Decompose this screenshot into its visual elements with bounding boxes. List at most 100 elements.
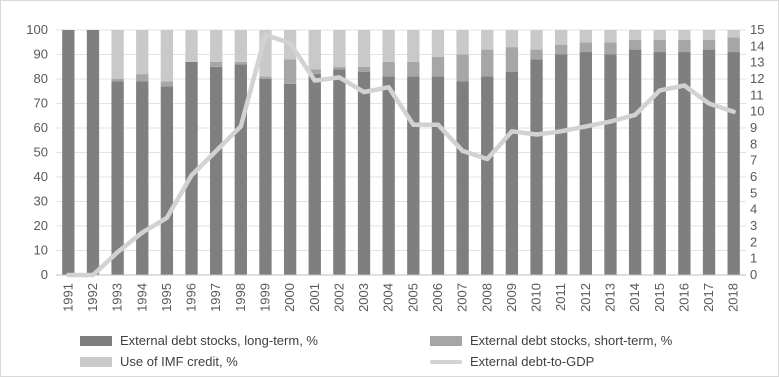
bar-segment-short-term (382, 61, 395, 77)
legend-label-short-term: External debt stocks, short-term, % (470, 333, 673, 348)
y-right-tick-label: 13 (750, 55, 764, 70)
x-tick-label: 2011 (553, 283, 568, 311)
x-tick-label: 1992 (85, 283, 100, 312)
bar-segment-imf-credit (579, 30, 592, 43)
y-right-tick-label: 1 (750, 251, 757, 266)
bar-segment-short-term (234, 61, 247, 65)
x-tick-label: 1991 (60, 283, 75, 312)
bar-segment-long-term (456, 81, 469, 275)
bar-segment-long-term (234, 64, 247, 275)
bar-segment-short-term (210, 61, 223, 67)
legend-swatch-long-term (80, 335, 112, 346)
bar-segment-imf-credit (628, 30, 642, 40)
y-left-tick-label: 0 (41, 267, 48, 282)
legend-label-imf-credit: Use of IMF credit, % (120, 354, 238, 369)
y-left-tick-label: 10 (34, 243, 48, 258)
bar-segment-short-term (407, 61, 420, 77)
bar-segment-long-term (357, 71, 371, 276)
bar-segment-short-term (628, 39, 642, 50)
x-tick-label: 2013 (602, 283, 617, 312)
chart-legend: External debt stocks, long-term, % Exter… (60, 333, 760, 373)
x-tick-label: 2000 (282, 283, 297, 312)
bar-segment-short-term (505, 47, 519, 72)
x-tick-label: 2006 (430, 283, 445, 312)
bar-segment-imf-credit (505, 30, 519, 48)
bar-segment-short-term (111, 79, 124, 82)
x-tick-label: 2007 (455, 283, 470, 312)
bar-segment-long-term (628, 49, 642, 275)
legend-swatch-debt-to-gdp (430, 359, 462, 364)
bar-segment-long-term (283, 83, 297, 276)
bar-segment-long-term (407, 76, 420, 275)
legend-item-short-term: External debt stocks, short-term, % (430, 333, 672, 348)
x-tick-label: 2002 (331, 283, 346, 312)
bar-segment-long-term (86, 30, 100, 275)
y-right-tick-label: 5 (750, 185, 757, 200)
bar-segment-short-term (259, 76, 272, 79)
bar-segment-imf-credit (456, 30, 469, 55)
bar-segment-long-term (333, 69, 346, 275)
bar-segment-long-term (136, 81, 149, 275)
bar-segment-imf-credit (308, 30, 321, 70)
bar-segment-long-term (259, 79, 272, 275)
bar-segment-short-term (530, 49, 543, 60)
bar-segment-short-term (604, 42, 617, 55)
legend-swatch-short-term (430, 335, 462, 346)
bar-segment-long-term (160, 86, 174, 275)
bar-segment-imf-credit (210, 30, 223, 62)
y-left-tick-label: 70 (34, 96, 48, 111)
bar-segment-imf-credit (407, 30, 420, 62)
bar-segment-long-term (308, 74, 321, 275)
x-tick-label: 2010 (529, 283, 544, 312)
x-tick-label: 1998 (233, 283, 248, 312)
x-tick-label: 1999 (257, 283, 272, 312)
bar-segment-imf-credit (136, 30, 149, 75)
y-left-tick-label: 80 (34, 71, 48, 86)
y-right-tick-label: 11 (750, 87, 764, 102)
bar-segment-long-term (185, 61, 198, 275)
y-right-tick-label: 6 (750, 169, 757, 184)
bar-segment-long-term (678, 52, 691, 275)
bar-segment-long-term (727, 52, 740, 275)
bar-segment-short-term (727, 37, 740, 53)
bar-segment-short-term (678, 39, 691, 53)
bar-segment-long-term (702, 49, 716, 275)
debt-to-gdp-line (66, 32, 736, 278)
x-tick-label: 2005 (405, 283, 420, 312)
x-tick-label: 2003 (356, 283, 371, 312)
bar-segment-short-term (481, 49, 494, 77)
x-tick-label: 2018 (726, 283, 741, 312)
y-right-tick-label: 3 (750, 218, 757, 233)
x-tick-label: 2001 (307, 283, 322, 312)
bar-segment-long-term (382, 76, 395, 275)
legend-item-debt-to-gdp: External debt-to-GDP (430, 354, 594, 369)
y-left-tick-label: 40 (34, 169, 48, 184)
bar-segment-short-term (431, 56, 445, 77)
y-right-tick-label: 15 (750, 22, 764, 37)
x-tick-label: 2008 (479, 283, 494, 312)
x-tick-label: 2009 (504, 283, 519, 312)
bar-segment-long-term (604, 54, 617, 275)
legend-swatch-imf-credit (80, 356, 112, 367)
bar-segment-short-term (702, 39, 716, 50)
x-tick-label: 1993 (110, 283, 125, 312)
bar-segment-imf-credit (431, 30, 445, 57)
bar-segment-imf-credit (481, 30, 494, 50)
bar-segment-imf-credit (333, 30, 346, 67)
bar-segment-imf-credit (653, 30, 666, 40)
bar-segment-long-term (579, 52, 592, 275)
x-tick-label: 1997 (208, 283, 223, 312)
bar-segment-long-term (62, 30, 75, 275)
bar-segment-short-term (136, 74, 149, 82)
x-tick-label: 2017 (701, 283, 716, 312)
bar-segment-long-term (555, 54, 568, 275)
x-tick-label: 2014 (627, 283, 642, 312)
y-left-tick-label: 90 (34, 47, 48, 62)
legend-label-debt-to-gdp: External debt-to-GDP (470, 354, 595, 369)
x-tick-label: 2004 (381, 283, 396, 312)
y-right-tick-label: 9 (750, 120, 757, 135)
bar-segment-short-term (555, 44, 568, 55)
x-tick-label: 1995 (159, 283, 174, 312)
bar-segment-short-term (653, 39, 666, 53)
